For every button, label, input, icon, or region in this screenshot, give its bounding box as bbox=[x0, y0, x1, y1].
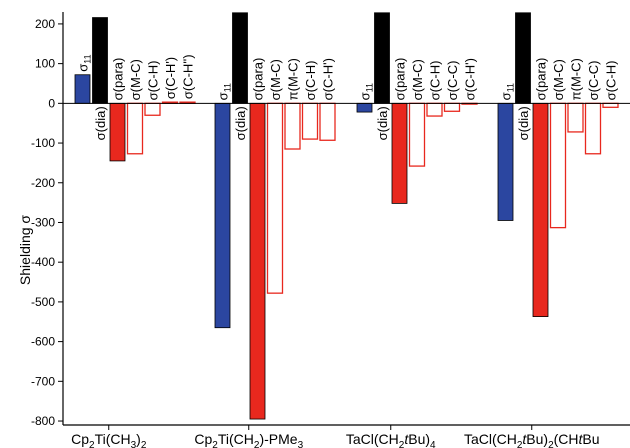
bar-label-dia: σ(dia) bbox=[375, 106, 390, 140]
y-tick-label: -800 bbox=[31, 414, 55, 428]
bar-label-c-h: σ(C-H) bbox=[428, 61, 443, 101]
bar-pi-m-c bbox=[567, 102, 584, 133]
bar-label-para: σ(para) bbox=[393, 58, 408, 101]
bar-pi-m-c bbox=[284, 102, 301, 150]
bar-label-dia: σ(dia) bbox=[233, 106, 248, 140]
y-tick-label: -300 bbox=[31, 215, 55, 229]
bar-label-c-h: σ(C-H) bbox=[146, 61, 161, 101]
bar-c-h bbox=[426, 102, 443, 117]
bar-m-c bbox=[408, 102, 426, 167]
axes-layer: 200 100 0 -100 -200 -300 -400 -500 -600 -700 -800 C… bbox=[31, 12, 630, 448]
y-tick-label: -600 bbox=[31, 335, 55, 349]
bar-label-m-c: σ(M-C) bbox=[268, 59, 283, 100]
bar-dia bbox=[232, 12, 248, 104]
category-label: Cp2Ti(CH2)-PMe3 bbox=[194, 431, 303, 448]
bar-label-sigma11: σ11 bbox=[76, 54, 93, 71]
bar-label-c-c: σ(C-C) bbox=[586, 61, 601, 101]
bar-label-c-c: σ(C-C) bbox=[445, 61, 460, 101]
y-tick-label: -400 bbox=[31, 255, 55, 269]
bar-m-c bbox=[126, 102, 144, 155]
y-axis-label: Shielding σ bbox=[17, 215, 33, 285]
bar-m-c bbox=[549, 102, 567, 229]
bar-para bbox=[109, 102, 126, 162]
bar-c-h bbox=[144, 102, 161, 116]
bar-label-c-h: σ(C-H) bbox=[303, 61, 318, 101]
bar-dia bbox=[374, 12, 390, 104]
bar-sigma11 bbox=[356, 102, 373, 113]
bar-label-c-h2: σ(C-H'') bbox=[181, 54, 196, 99]
bar-label-sigma11: σ11 bbox=[499, 83, 516, 100]
bar-c-c bbox=[443, 102, 461, 112]
category-label: TaCl(CH2tBu)4 bbox=[346, 431, 436, 448]
bar-label-c-h: σ(C-H) bbox=[604, 61, 619, 101]
y-tick-label: 0 bbox=[48, 96, 55, 110]
bar-sigma11 bbox=[74, 74, 91, 104]
bar-label-pi-m-c: π(M-C) bbox=[569, 58, 584, 100]
bar-c-h1 bbox=[319, 102, 336, 141]
bar-label-dia: σ(dia) bbox=[516, 106, 531, 140]
bar-c-h bbox=[301, 102, 319, 140]
category-label: TaCl(CH2tBu)2(CHtBu bbox=[464, 431, 600, 448]
bar-sigma11 bbox=[214, 102, 231, 329]
bar-label-sigma11: σ11 bbox=[358, 83, 375, 100]
bar-label-para: σ(para) bbox=[251, 58, 266, 101]
bar-label-m-c: σ(M-C) bbox=[128, 59, 143, 100]
y-tick-label: 200 bbox=[35, 17, 55, 31]
bar-m-c bbox=[266, 102, 284, 294]
bar-label-m-c: σ(M-C) bbox=[410, 59, 425, 100]
bar-label-c-h1: σ(C-H') bbox=[321, 58, 336, 100]
bar-para bbox=[249, 102, 266, 420]
y-tick-label: -100 bbox=[31, 136, 55, 150]
bar-dia bbox=[515, 12, 531, 104]
bar-label-pi-m-c: π(M-C) bbox=[286, 58, 301, 100]
bar-label-para: σ(para) bbox=[111, 58, 126, 101]
y-tick-label: 100 bbox=[35, 57, 55, 71]
bar-label-para: σ(para) bbox=[534, 58, 549, 101]
bar-para bbox=[532, 102, 549, 317]
bar-sigma11 bbox=[497, 102, 514, 221]
y-tick-label: -500 bbox=[31, 295, 55, 309]
bar-c-c bbox=[584, 102, 602, 155]
bar-label-sigma11: σ11 bbox=[216, 83, 233, 100]
bar-label-m-c: σ(M-C) bbox=[551, 59, 566, 100]
y-tick-label: -700 bbox=[31, 374, 55, 388]
bar-c-h bbox=[602, 102, 619, 108]
bar-label-dia: σ(dia) bbox=[93, 106, 108, 140]
y-tick-label: -200 bbox=[31, 176, 55, 190]
bar-dia bbox=[92, 17, 108, 104]
category-label: Cp2Ti(CH3)2 bbox=[71, 431, 147, 448]
bar-label-c-h1: σ(C-H') bbox=[463, 58, 478, 100]
bar-para bbox=[391, 102, 408, 204]
bar-label-c-h1: σ(C-H') bbox=[163, 57, 178, 99]
